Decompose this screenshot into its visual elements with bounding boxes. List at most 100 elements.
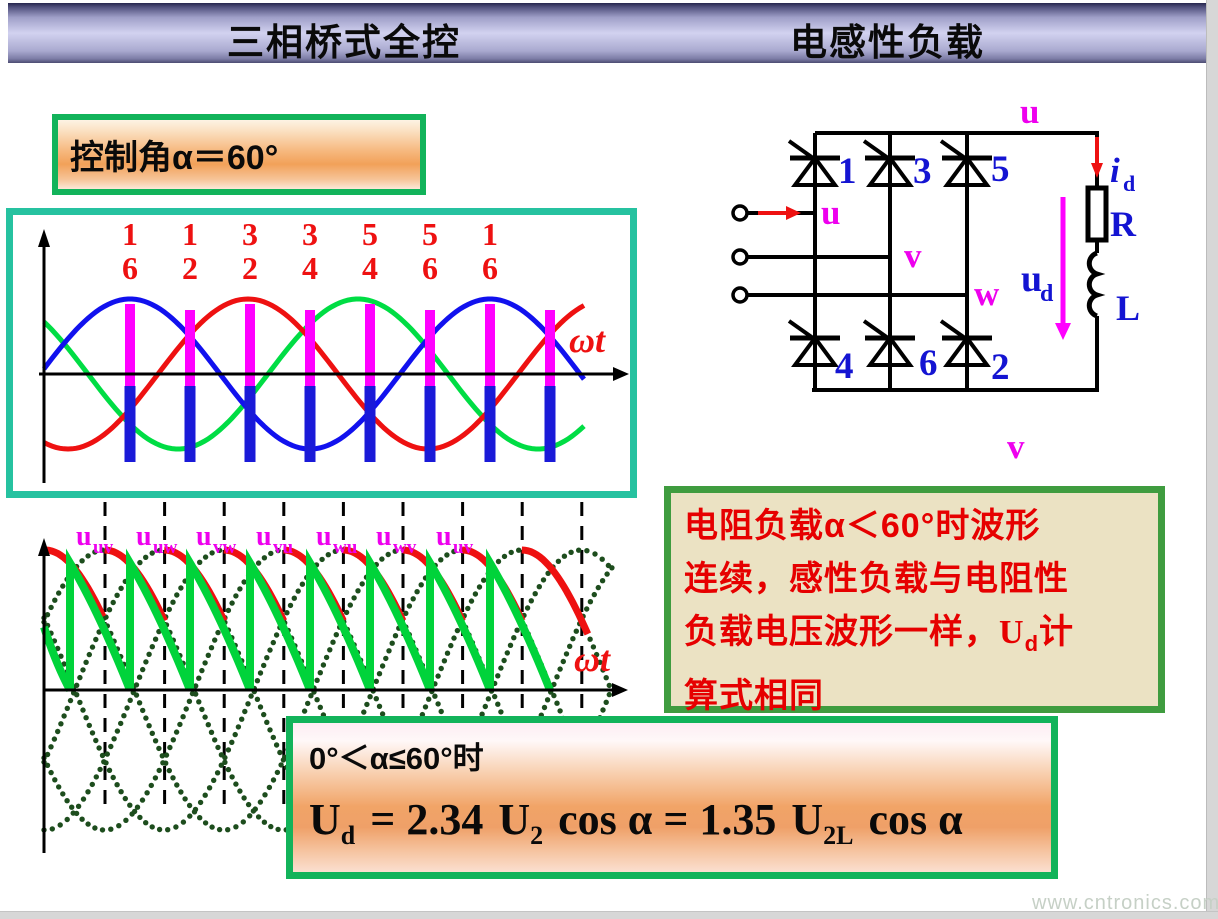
line-voltage-dot [541, 704, 548, 711]
line-voltage-dot [325, 552, 331, 558]
line-voltage-dot [189, 690, 196, 697]
line-voltage-dot [92, 549, 98, 555]
ud-crest-arc [521, 546, 591, 636]
line-voltage-dot [199, 706, 205, 713]
watermark: www.cntronics.com [1032, 892, 1218, 914]
firing-pulse-bar [485, 304, 495, 386]
line-voltage-dot [536, 584, 542, 590]
ud-label-sub: d [1040, 281, 1054, 307]
line-voltage-dot [80, 796, 87, 802]
line-voltage-dot [587, 599, 594, 605]
line-voltage-dot [93, 636, 99, 643]
line-voltage-dot [85, 821, 91, 827]
line-voltage-dot [392, 548, 398, 554]
note-line-1: 电阻负载α＜60°时波形 [684, 507, 1041, 545]
line-voltage-dot [67, 697, 74, 704]
line-voltage-dot [273, 742, 280, 748]
line-voltage-dot [156, 767, 162, 774]
line-voltage-dot [584, 606, 590, 612]
line-voltage-dot [60, 791, 66, 797]
line-voltage-dot [218, 762, 224, 768]
line-voltage-dot [214, 770, 221, 776]
line-voltage-dot [264, 655, 270, 661]
input-terminal-w [731, 286, 749, 304]
line-voltage-dot [122, 795, 128, 802]
line-voltage-dot [136, 700, 143, 706]
line-voltage-dot [123, 817, 129, 823]
line-voltage-dot [250, 808, 257, 814]
line-voltage-dot [576, 547, 582, 553]
line-voltage-dot [277, 749, 283, 756]
line-voltage-dot [240, 819, 246, 825]
line-voltage-dot [314, 677, 320, 683]
phase-w-label: w [974, 274, 1000, 313]
line-voltage-dot [376, 671, 383, 677]
line-voltage-dot [206, 785, 213, 791]
line-voltage-dot [163, 752, 170, 758]
line-voltage-dot [507, 642, 514, 648]
x-axis-arrow [612, 683, 628, 697]
line-voltage-dot [267, 727, 273, 733]
line-voltage-dot [555, 558, 562, 564]
line-voltage-dot [270, 734, 276, 741]
thyristor-pair-top: 1 [122, 216, 138, 252]
line-voltage-label: u [316, 521, 332, 552]
line-voltage-dot [268, 550, 274, 557]
line-voltage-dot [133, 682, 140, 688]
line-voltage-label: u [436, 521, 452, 552]
note-line-2: 连续，感性负载与电阻性 [684, 560, 1069, 598]
line-voltage-dot [229, 739, 235, 745]
line-voltage-dot [254, 678, 261, 684]
line-voltage-dot [323, 654, 330, 661]
line-voltage-dot [202, 714, 208, 720]
line-voltage-dot [485, 696, 492, 702]
line-voltage-dot [48, 744, 54, 750]
line-voltage-dot [570, 636, 576, 642]
line-voltage-dot [268, 823, 274, 830]
line-voltage-dot [85, 553, 91, 559]
line-voltage-dot [183, 706, 189, 712]
line-voltage-dot [173, 824, 179, 830]
line-voltage-dot [182, 796, 188, 802]
line-voltage-dot [291, 595, 297, 601]
thyristor-4-symbol [787, 319, 840, 367]
line-voltage-dot [134, 804, 141, 810]
line-voltage-dot [127, 802, 133, 808]
line-voltage-dot [178, 789, 184, 795]
line-voltage-dot [266, 784, 273, 791]
thyristor-pair-top: 1 [482, 216, 498, 252]
thyristor-4-label: 4 [835, 346, 854, 387]
line-voltage-dot [327, 647, 333, 653]
line-voltage-dot [187, 813, 193, 819]
note-box: 电阻负载α＜60°时波形 连续，感性负载与电阻性 负载电压波形一样，Ud计 算式… [664, 486, 1165, 715]
line-voltage-dot [593, 651, 600, 658]
line-voltage-dot [385, 551, 391, 558]
line-voltage-dot [55, 728, 61, 735]
top-node-label: u [1020, 92, 1039, 131]
line-voltage-dot [93, 737, 99, 744]
line-voltage-dot [116, 823, 122, 829]
line-voltage-dot [114, 728, 121, 734]
line-voltage-dot [274, 769, 281, 776]
line-voltage-label: u [196, 521, 212, 552]
line-voltage-dot [514, 627, 520, 633]
line-voltage-dot [124, 705, 130, 711]
firing-pulse-bar [245, 304, 255, 386]
line-voltage-dot [232, 731, 238, 738]
firing-pulse-bar [305, 310, 315, 386]
line-voltage-dot [264, 719, 270, 725]
line-voltage-dot [257, 670, 264, 676]
line-voltage-dot [106, 767, 113, 773]
line-voltage-dot [284, 610, 290, 616]
line-voltage-dot [225, 827, 231, 833]
line-voltage-dot [49, 826, 55, 832]
line-voltage-dot [131, 808, 138, 815]
line-voltage-dot [56, 590, 62, 596]
line-voltage-dot [280, 757, 287, 763]
line-voltage-dot [237, 586, 243, 592]
line-voltage-dot [432, 693, 438, 699]
line-voltage-dot [465, 605, 471, 612]
line-voltage-dot [438, 665, 444, 672]
line-voltage-label-sub: uv [453, 537, 474, 558]
thyristor-pair-bottom: 2 [242, 250, 258, 286]
